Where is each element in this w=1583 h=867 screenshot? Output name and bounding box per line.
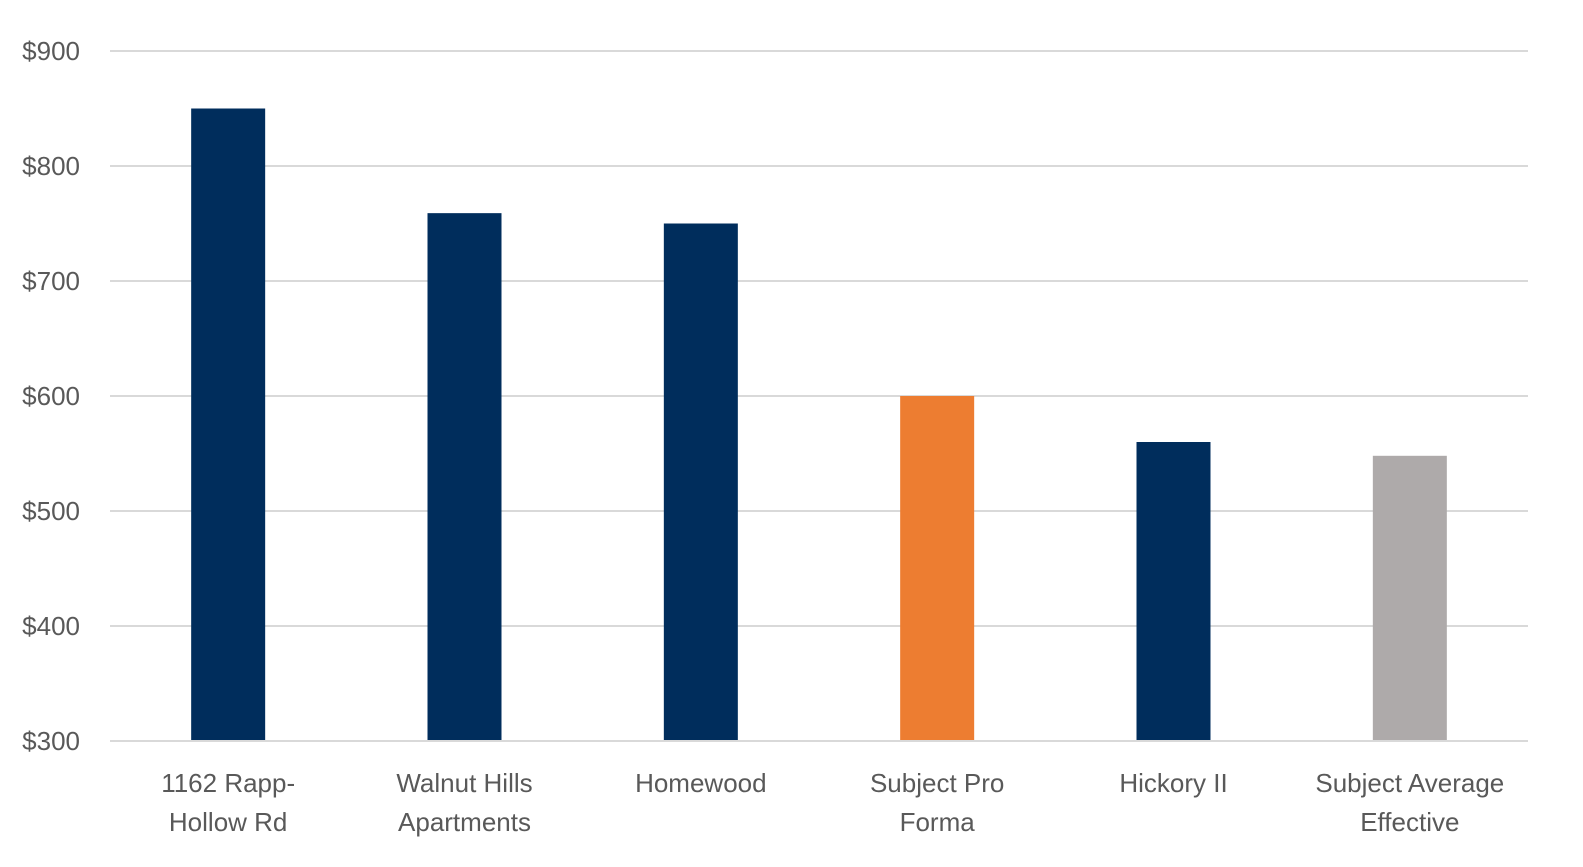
bars xyxy=(191,108,1447,741)
bar xyxy=(1136,442,1211,741)
y-tick-label: $600 xyxy=(22,381,80,411)
x-category-label: Subject Pro Forma xyxy=(870,768,1004,837)
y-tick-label: $500 xyxy=(22,496,80,526)
bar xyxy=(191,108,266,741)
x-category-label: Homewood xyxy=(635,768,767,798)
y-tick-label: $700 xyxy=(22,266,80,296)
x-category-label: Walnut Hills Apartments xyxy=(396,768,532,837)
x-category-label: Subject Average Effective xyxy=(1315,768,1504,837)
bar xyxy=(427,213,502,741)
y-tick-label: $900 xyxy=(22,36,80,66)
x-category-label: Hickory II xyxy=(1119,768,1227,798)
bar xyxy=(1372,455,1447,741)
bar xyxy=(663,223,738,741)
y-tick-label: $400 xyxy=(22,611,80,641)
gridlines xyxy=(110,50,1528,627)
x-category-label: 1162 Rapp-Hollow Rd xyxy=(161,768,295,837)
x-axis-category-labels: 1162 Rapp-Hollow Rd Walnut Hills Apartment… xyxy=(161,768,1504,837)
y-tick-label: $300 xyxy=(22,726,80,756)
bar xyxy=(900,396,975,741)
y-axis-tick-labels: $300 $400 $500 $600 $700 $800 $900 xyxy=(22,36,80,756)
y-tick-label: $800 xyxy=(22,151,80,181)
